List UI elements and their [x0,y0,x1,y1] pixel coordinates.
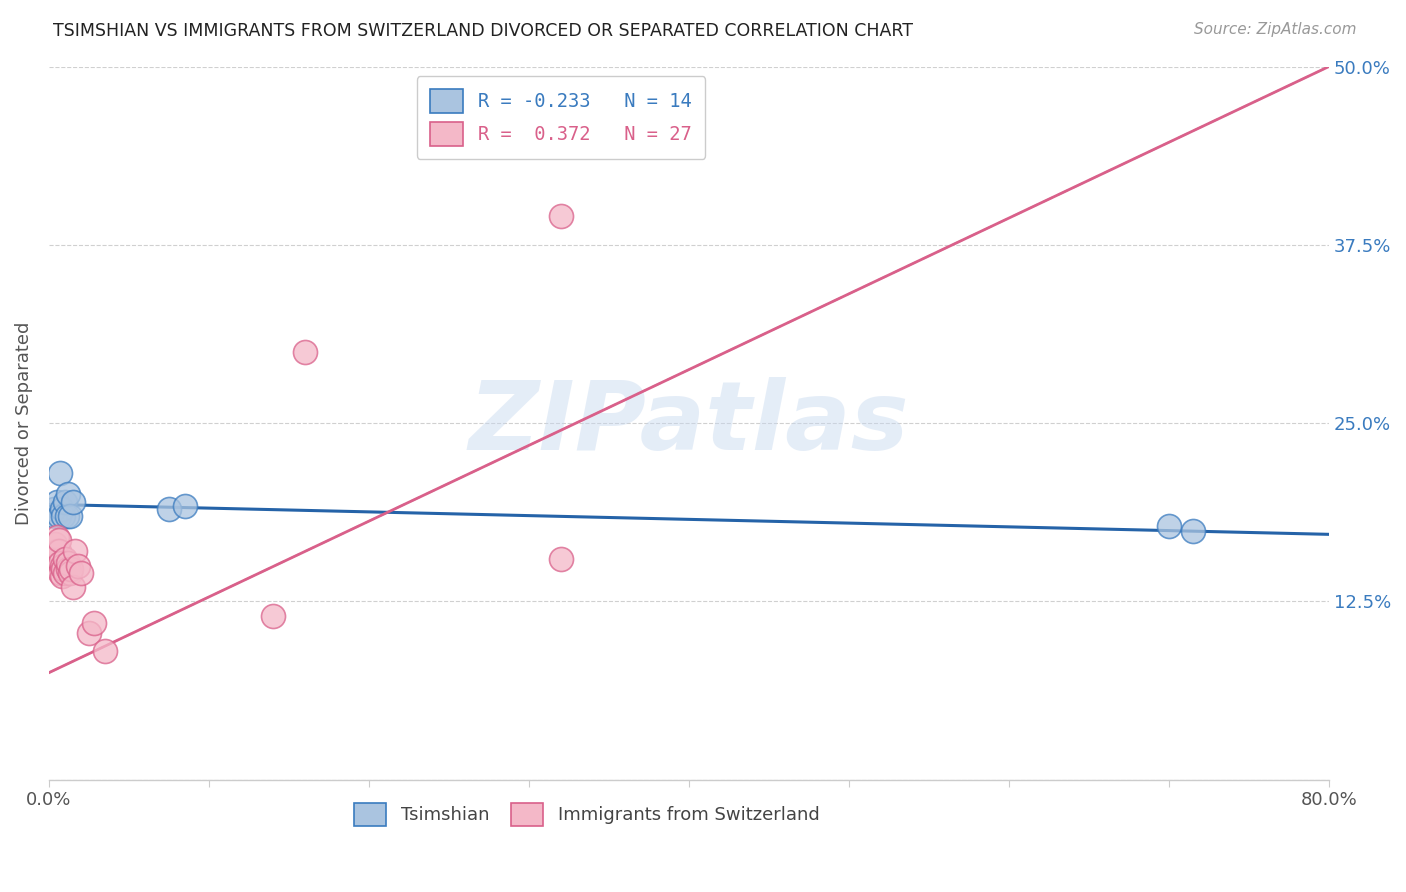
Point [48,533,70,547]
Point [294,344,316,359]
Point [60,561,83,575]
Point [46,530,69,544]
Point [62,494,84,508]
Point [66,558,89,573]
Point [53,566,76,580]
Point [55,508,77,523]
Point [49,566,72,580]
Point [49,466,72,480]
Point [83,615,105,630]
Point [1181,524,1204,539]
Point [51,568,73,582]
Text: TSIMSHIAN VS IMMIGRANTS FROM SWITZERLAND DIVORCED OR SEPARATED CORRELATION CHART: TSIMSHIAN VS IMMIGRANTS FROM SWITZERLAND… [53,22,914,40]
Point [44,508,66,523]
Point [53,494,76,508]
Point [42,501,65,516]
Point [51,501,73,516]
Point [77,625,100,640]
Point [51,558,73,573]
Point [42,551,65,566]
Point [56,561,79,575]
Legend: Tsimshian, Immigrants from Switzerland: Tsimshian, Immigrants from Switzerland [344,794,828,835]
Point [56,487,79,501]
Point [174,499,197,513]
Point [262,608,284,623]
Point [59,508,82,523]
Point [52,561,75,575]
Point [48,544,70,558]
Point [550,551,572,566]
Point [53,551,76,566]
Point [70,566,93,580]
Point [49,556,72,570]
Text: Source: ZipAtlas.com: Source: ZipAtlas.com [1194,22,1357,37]
Point [63,544,86,558]
Point [52,508,75,523]
Point [62,580,84,594]
Point [46,544,69,558]
Point [44,537,66,551]
Point [56,556,79,570]
Text: ZIPatlas: ZIPatlas [468,376,910,469]
Point [59,566,82,580]
Point [1157,518,1180,533]
Point [48,508,70,523]
Point [94,644,117,658]
Point [157,501,180,516]
Y-axis label: Divorced or Separated: Divorced or Separated [15,321,32,524]
Point [550,210,572,224]
Point [46,494,69,508]
